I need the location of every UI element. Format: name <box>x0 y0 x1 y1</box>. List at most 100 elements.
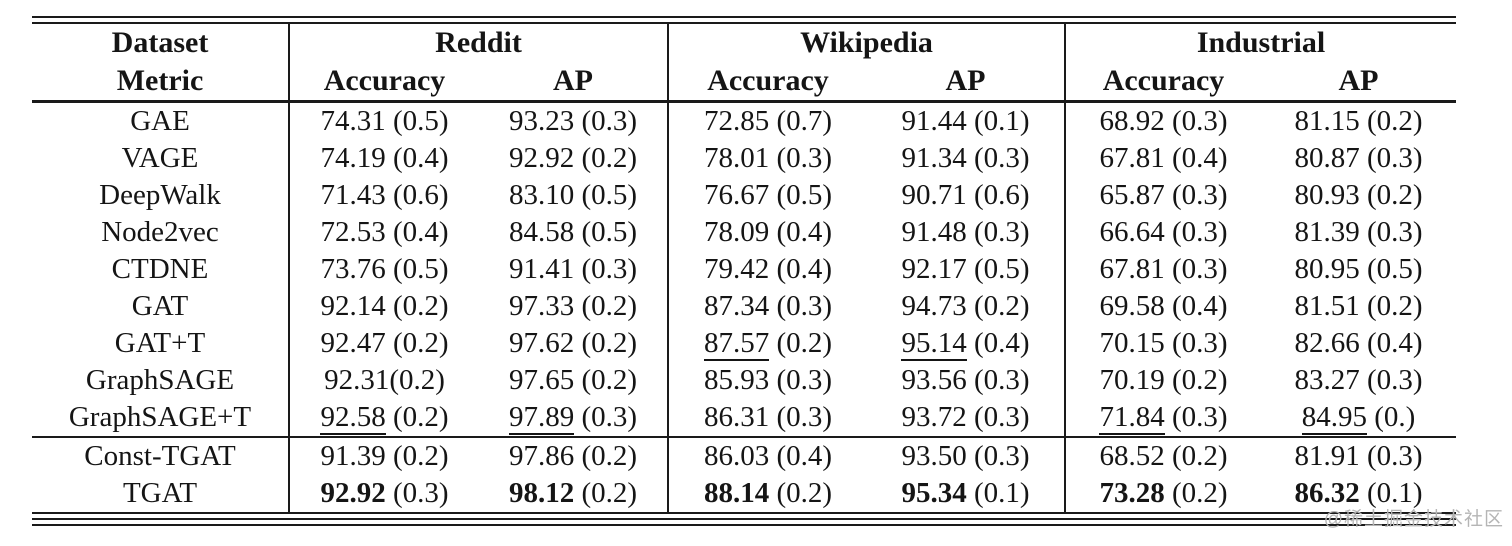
value-cell: 92.92 (0.2) <box>479 140 668 177</box>
value-std: (0.1) <box>966 105 1030 137</box>
model-name: GAT+T <box>114 327 206 359</box>
value-std: (0.2) <box>1164 477 1228 509</box>
value-cell: 67.81 (0.4) <box>1064 140 1261 177</box>
table-row: DeepWalk 71.43 (0.6) 83.10 (0.5) 76.67 (0.5… <box>32 177 1456 214</box>
bottom-double-rule <box>32 518 1456 526</box>
value-main: 78.01 <box>703 142 770 174</box>
value-main: 79.42 <box>703 253 770 285</box>
value-main: 87.57 <box>703 327 770 361</box>
value-cell: 72.53 (0.4) <box>288 214 479 251</box>
value-main: 90.71 <box>901 179 967 211</box>
table-row: GAE 74.31 (0.5) 93.23 (0.3) 72.85 (0.7) 91.4… <box>32 101 1456 141</box>
value-std: (0.3) <box>966 142 1030 174</box>
value-main: 97.65 <box>508 364 575 396</box>
value-std: (0.3) <box>769 401 833 433</box>
metric-header-ap: AP <box>1261 62 1457 103</box>
value-cell: 86.03 (0.4) <box>667 436 867 475</box>
value-main: 92.17 <box>901 253 967 285</box>
value-std: (0.4) <box>385 216 449 248</box>
value-main: 93.56 <box>901 364 967 396</box>
value-std: (0.2) <box>1359 105 1423 137</box>
value-main: 92.58 <box>320 401 386 435</box>
value-cell: 80.95 (0.5) <box>1261 251 1456 288</box>
value-std: (0.6) <box>385 179 449 211</box>
value-main: 83.10 <box>508 179 575 211</box>
value-std: (0.4) <box>769 253 833 285</box>
table-row: GAT+T 92.47 (0.2) 97.62 (0.2) 87.57 (0.2) 95… <box>32 325 1456 362</box>
value-cell: 87.34 (0.3) <box>667 288 867 325</box>
value-cell: 68.92 (0.3) <box>1064 101 1261 140</box>
value-main: 81.51 <box>1294 290 1360 322</box>
value-main: 72.53 <box>320 216 386 248</box>
table-row: GraphSAGE+T 92.58 (0.2) 97.89 (0.3) 86.31 (… <box>32 399 1456 437</box>
value-main: 80.87 <box>1294 142 1360 174</box>
value-cell: 78.01 (0.3) <box>667 140 867 177</box>
value-main: 87.34 <box>703 290 770 322</box>
value-main: 92.92 <box>508 142 575 174</box>
value-cell: 74.31 (0.5) <box>288 101 479 140</box>
value-std: (0.2) <box>574 364 638 396</box>
value-std: (0.3) <box>769 364 833 396</box>
value-std: (0.3) <box>385 477 449 509</box>
table-row: GraphSAGE 92.31(0.2) 97.65 (0.2) 85.93 (0.3… <box>32 362 1456 399</box>
model-name: CTDNE <box>111 253 209 285</box>
value-main: 85.93 <box>703 364 770 396</box>
value-main: 69.58 <box>1099 290 1165 322</box>
value-std: (0.1) <box>1359 477 1423 509</box>
value-cell: 97.62 (0.2) <box>479 325 668 362</box>
value-cell: 93.50 (0.3) <box>867 436 1065 475</box>
value-main: 92.31 <box>324 364 390 396</box>
value-std: (0.3) <box>574 105 638 137</box>
value-cell: 80.93 (0.2) <box>1261 177 1456 214</box>
value-std: (0.4) <box>966 327 1030 359</box>
value-std: (0.2) <box>1164 440 1228 472</box>
value-std: (0.4) <box>1164 290 1228 322</box>
value-cell: 91.44 (0.1) <box>867 102 1065 141</box>
value-main: 91.34 <box>901 142 967 174</box>
value-cell: 87.57 (0.2) <box>667 325 867 362</box>
value-main: 93.50 <box>901 440 967 472</box>
value-std: (0.3) <box>1359 216 1423 248</box>
value-cell: 65.87 (0.3) <box>1064 177 1261 214</box>
value-cell: 82.66 (0.4) <box>1261 325 1456 362</box>
value-std: (0.3) <box>1164 401 1228 433</box>
value-std: (0.4) <box>385 142 449 174</box>
value-std: (0.3) <box>1164 216 1228 248</box>
value-cell: 83.10 (0.5) <box>479 177 668 214</box>
value-std: (0.3) <box>966 216 1030 248</box>
value-cell: 71.84 (0.3) <box>1064 399 1261 437</box>
value-main: 84.95 <box>1301 401 1367 435</box>
value-std: (0.5) <box>966 253 1030 285</box>
value-cell: 98.12 (0.2) <box>479 475 668 514</box>
value-std: (0.2) <box>389 364 445 396</box>
value-std: (0.2) <box>1164 364 1228 396</box>
model-name: Const-TGAT <box>32 436 289 475</box>
value-std: (0.3) <box>1164 253 1228 285</box>
metric-header-ap: AP <box>479 62 668 103</box>
value-main: 80.93 <box>1294 179 1360 211</box>
value-main: 84.58 <box>508 216 575 248</box>
value-cell: 97.89 (0.3) <box>479 399 668 437</box>
value-main: 74.19 <box>320 142 386 174</box>
value-std: (0.) <box>1366 401 1416 433</box>
value-std: (0.4) <box>1359 327 1423 359</box>
value-cell: 91.34 (0.3) <box>867 140 1065 177</box>
value-cell: 67.81 (0.3) <box>1064 251 1261 288</box>
corner-metric-label: Metric <box>116 64 204 97</box>
value-cell: 97.33 (0.2) <box>479 288 668 325</box>
model-name: DeepWalk <box>99 179 221 211</box>
value-std: (0.3) <box>769 142 833 174</box>
value-main: 92.14 <box>320 290 386 322</box>
value-std: (0.3) <box>1164 105 1228 137</box>
value-std: (0.2) <box>385 401 449 433</box>
value-std: (0.3) <box>966 401 1030 433</box>
value-main: 86.32 <box>1294 477 1360 509</box>
table-row: Const-TGAT 91.39 (0.2) 97.86 (0.2) 86.03 (0… <box>32 436 1457 475</box>
value-cell: 66.64 (0.3) <box>1064 214 1261 251</box>
value-main: 71.84 <box>1099 401 1165 435</box>
value-std: (0.2) <box>769 327 833 359</box>
value-std: (0.2) <box>574 142 638 174</box>
value-main: 67.81 <box>1099 253 1165 285</box>
value-main: 98.12 <box>508 477 575 509</box>
value-std: (0.3) <box>574 253 638 285</box>
